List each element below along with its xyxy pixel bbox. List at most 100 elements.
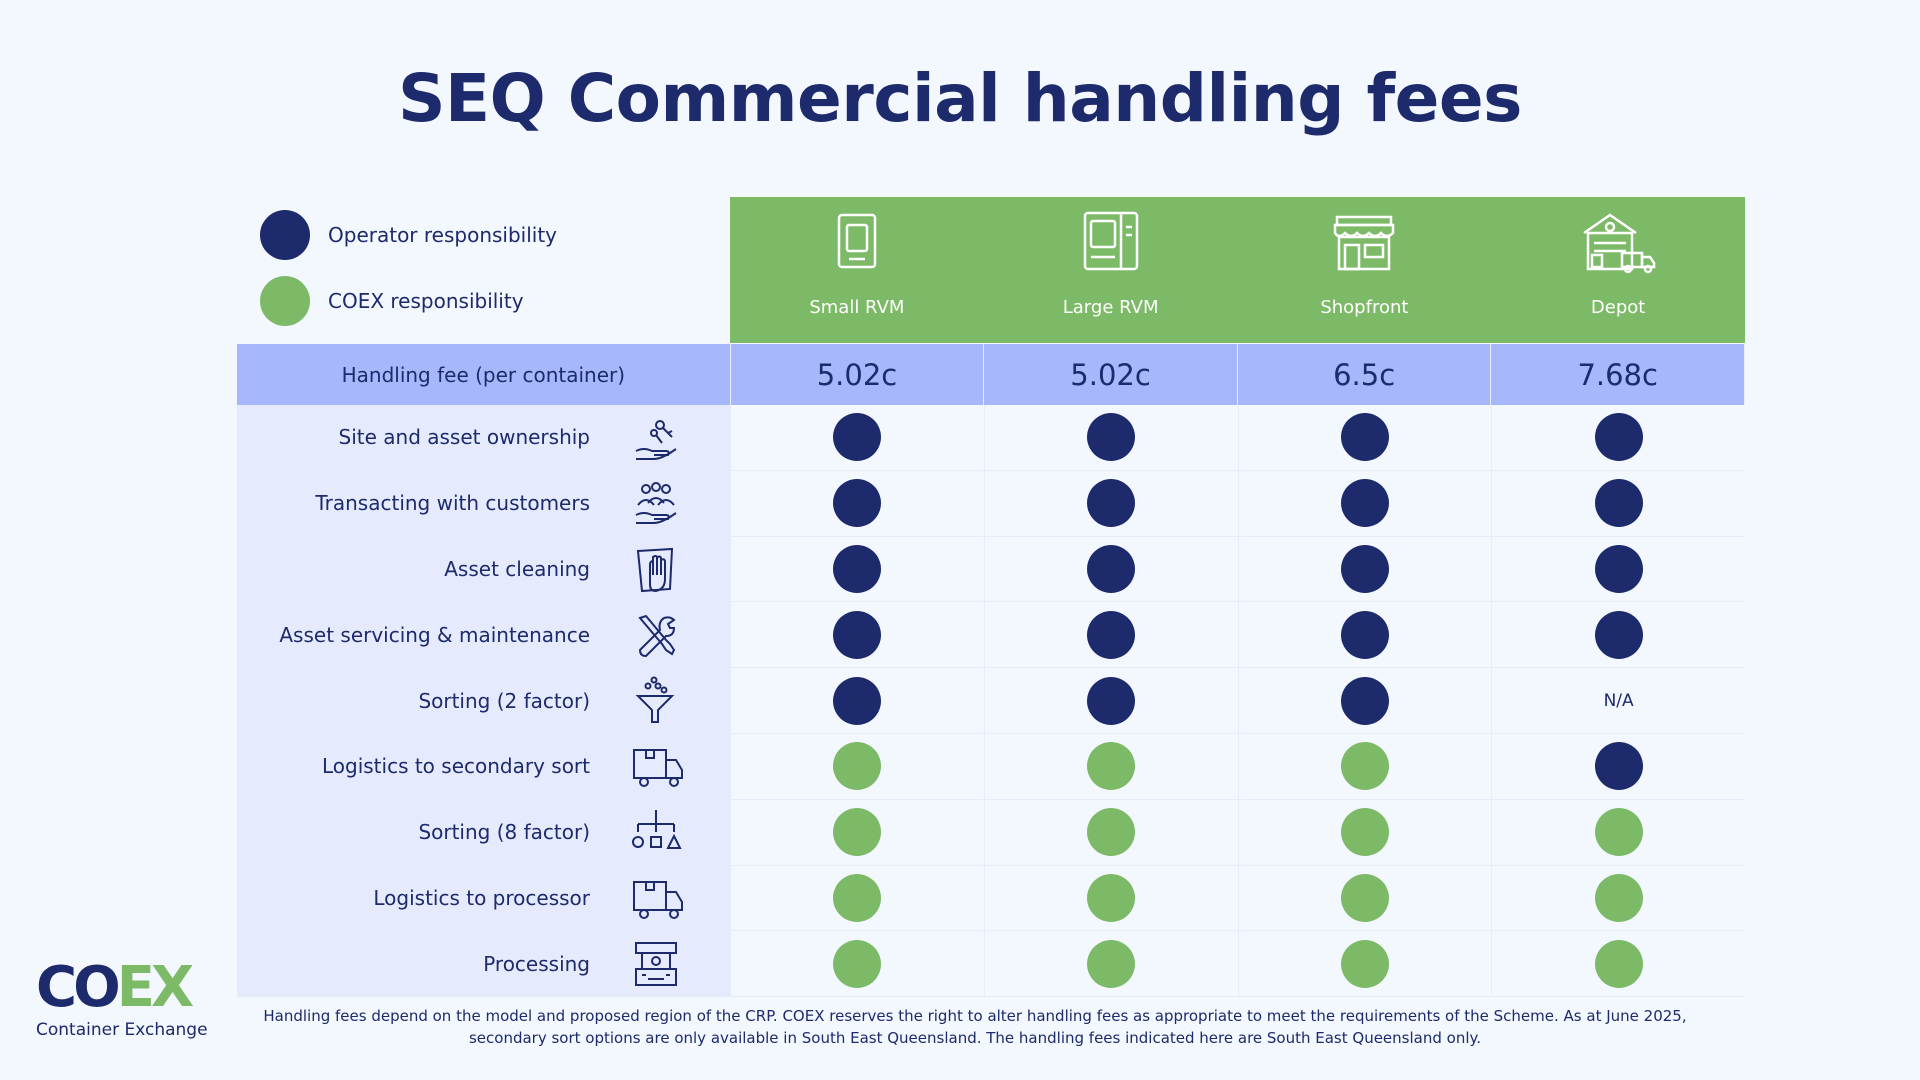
row-label: Sorting (2 factor) xyxy=(418,688,590,713)
coex-responsibility-dot xyxy=(1340,742,1389,791)
coex-logo: COEX Container Exchange xyxy=(36,960,208,1041)
table-cell xyxy=(730,865,984,931)
table-cell xyxy=(1491,405,1745,470)
table-cell xyxy=(983,470,1238,536)
table-cell xyxy=(730,470,984,536)
truck-icon xyxy=(633,880,683,919)
legend: Operator responsibility COEX responsibil… xyxy=(260,210,557,342)
row-label: Transacting with customers xyxy=(315,491,590,516)
small-rvm-icon xyxy=(837,213,877,269)
column-header-large-rvm: Large RVM xyxy=(984,197,1238,343)
legend-item-operator: Operator responsibility xyxy=(260,210,557,260)
table-cell xyxy=(983,668,1238,733)
legend-item-coex: COEX responsibility xyxy=(260,276,557,326)
row-label-cell: Logistics to processor xyxy=(237,866,730,931)
table-cell xyxy=(1237,602,1492,668)
table-cell xyxy=(1491,470,1745,536)
table-cell xyxy=(730,799,984,865)
table-cell xyxy=(730,405,984,470)
column-header-shopfront: Shopfront xyxy=(1238,197,1492,343)
coex-responsibility-dot xyxy=(833,873,882,922)
table-row: Asset cleaning xyxy=(237,536,1745,603)
table-cell xyxy=(1237,865,1492,931)
legend-coex-label: COEX responsibility xyxy=(328,289,524,313)
row-label-panel xyxy=(237,405,731,997)
table-cell xyxy=(983,733,1238,799)
table-row: Sorting (2 factor) N/A xyxy=(237,668,1745,734)
table-cell xyxy=(730,602,984,668)
column-label-shopfront: Shopfront xyxy=(1320,297,1409,318)
column-label-depot: Depot xyxy=(1590,297,1646,318)
operator-responsibility-dot xyxy=(1340,610,1389,659)
column-header-depot: Depot xyxy=(1491,197,1745,343)
row-label-cell: Processing xyxy=(237,931,730,996)
operator-responsibility-dot xyxy=(1594,544,1643,593)
operator-responsibility-dot xyxy=(833,676,882,725)
table-cell xyxy=(1237,405,1492,470)
coex-responsibility-dot xyxy=(1340,808,1389,857)
coex-responsibility-dot xyxy=(1087,808,1136,857)
table-cell xyxy=(1491,536,1745,602)
truck-icon xyxy=(633,748,683,787)
legend-operator-label: Operator responsibility xyxy=(328,223,558,247)
row-label-cell: Site and asset ownership xyxy=(237,405,730,470)
row-label-cell: Sorting (8 factor) xyxy=(237,800,730,865)
operator-responsibility-dot xyxy=(833,544,882,593)
table-cell xyxy=(730,536,984,602)
row-label: Site and asset ownership xyxy=(338,425,590,450)
fee-depot: 7.68c xyxy=(1491,344,1745,405)
table-cell xyxy=(1237,799,1492,865)
operator-responsibility-dot xyxy=(1340,413,1389,462)
shopfront-icon xyxy=(1334,215,1395,271)
column-header-small-rvm: Small RVM xyxy=(730,197,984,343)
table-cell xyxy=(1491,799,1745,865)
table-row: Asset servicing & maintenance xyxy=(237,602,1745,669)
column-header-band: Small RVM Large RVM Shopfront xyxy=(730,197,1745,343)
row-label: Logistics to processor xyxy=(373,885,590,910)
operator-responsibility-dot xyxy=(1340,544,1389,593)
table-row: Processing xyxy=(237,931,1745,998)
coex-responsibility-dot xyxy=(833,939,882,988)
cleaning-cloth-icon xyxy=(636,547,674,592)
customers-hand-icon xyxy=(635,481,677,524)
fee-small-rvm: 5.02c xyxy=(731,344,985,405)
table-cell xyxy=(983,931,1238,997)
table-cell: N/A xyxy=(1491,668,1745,733)
column-label-small-rvm: Small RVM xyxy=(809,297,905,318)
operator-responsibility-dot xyxy=(833,413,882,462)
coex-responsibility-dot xyxy=(1340,873,1389,922)
responsibility-table: Site and asset ownership Transacting with… xyxy=(237,405,1745,998)
logo-co: CO xyxy=(36,955,121,1020)
row-label-cell: Asset cleaning xyxy=(237,537,730,602)
table-cell xyxy=(1237,536,1492,602)
table-cell xyxy=(983,405,1238,470)
legend-coex-dot xyxy=(260,276,310,326)
table-cell xyxy=(983,602,1238,668)
operator-responsibility-dot xyxy=(1087,413,1136,462)
table-cell xyxy=(730,668,984,733)
row-label: Processing xyxy=(483,951,590,976)
table-cell xyxy=(983,865,1238,931)
table-cell xyxy=(730,931,984,997)
operator-responsibility-dot xyxy=(1340,479,1389,528)
column-label-large-rvm: Large RVM xyxy=(1062,297,1159,318)
coex-responsibility-dot xyxy=(1087,742,1136,791)
table-cell xyxy=(983,536,1238,602)
table-cell xyxy=(1237,470,1492,536)
processing-machine-icon xyxy=(635,942,677,987)
table-cell xyxy=(730,733,984,799)
fee-large-rvm: 5.02c xyxy=(984,344,1238,405)
not-applicable-text: N/A xyxy=(1603,690,1634,711)
row-label: Asset cleaning xyxy=(444,556,590,581)
operator-responsibility-dot xyxy=(1087,544,1136,593)
operator-responsibility-dot xyxy=(1594,742,1643,791)
row-label-cell: Transacting with customers xyxy=(237,471,730,536)
operator-responsibility-dot xyxy=(833,610,882,659)
logo-ex: EX xyxy=(116,955,194,1020)
legend-operator-dot xyxy=(260,210,310,260)
footnote: Handling fees depend on the model and pr… xyxy=(263,1007,1687,1047)
table-cell xyxy=(1237,931,1492,997)
tools-icon xyxy=(638,615,676,658)
funnel-icon xyxy=(635,676,675,724)
table-row: Site and asset ownership xyxy=(237,405,1745,471)
